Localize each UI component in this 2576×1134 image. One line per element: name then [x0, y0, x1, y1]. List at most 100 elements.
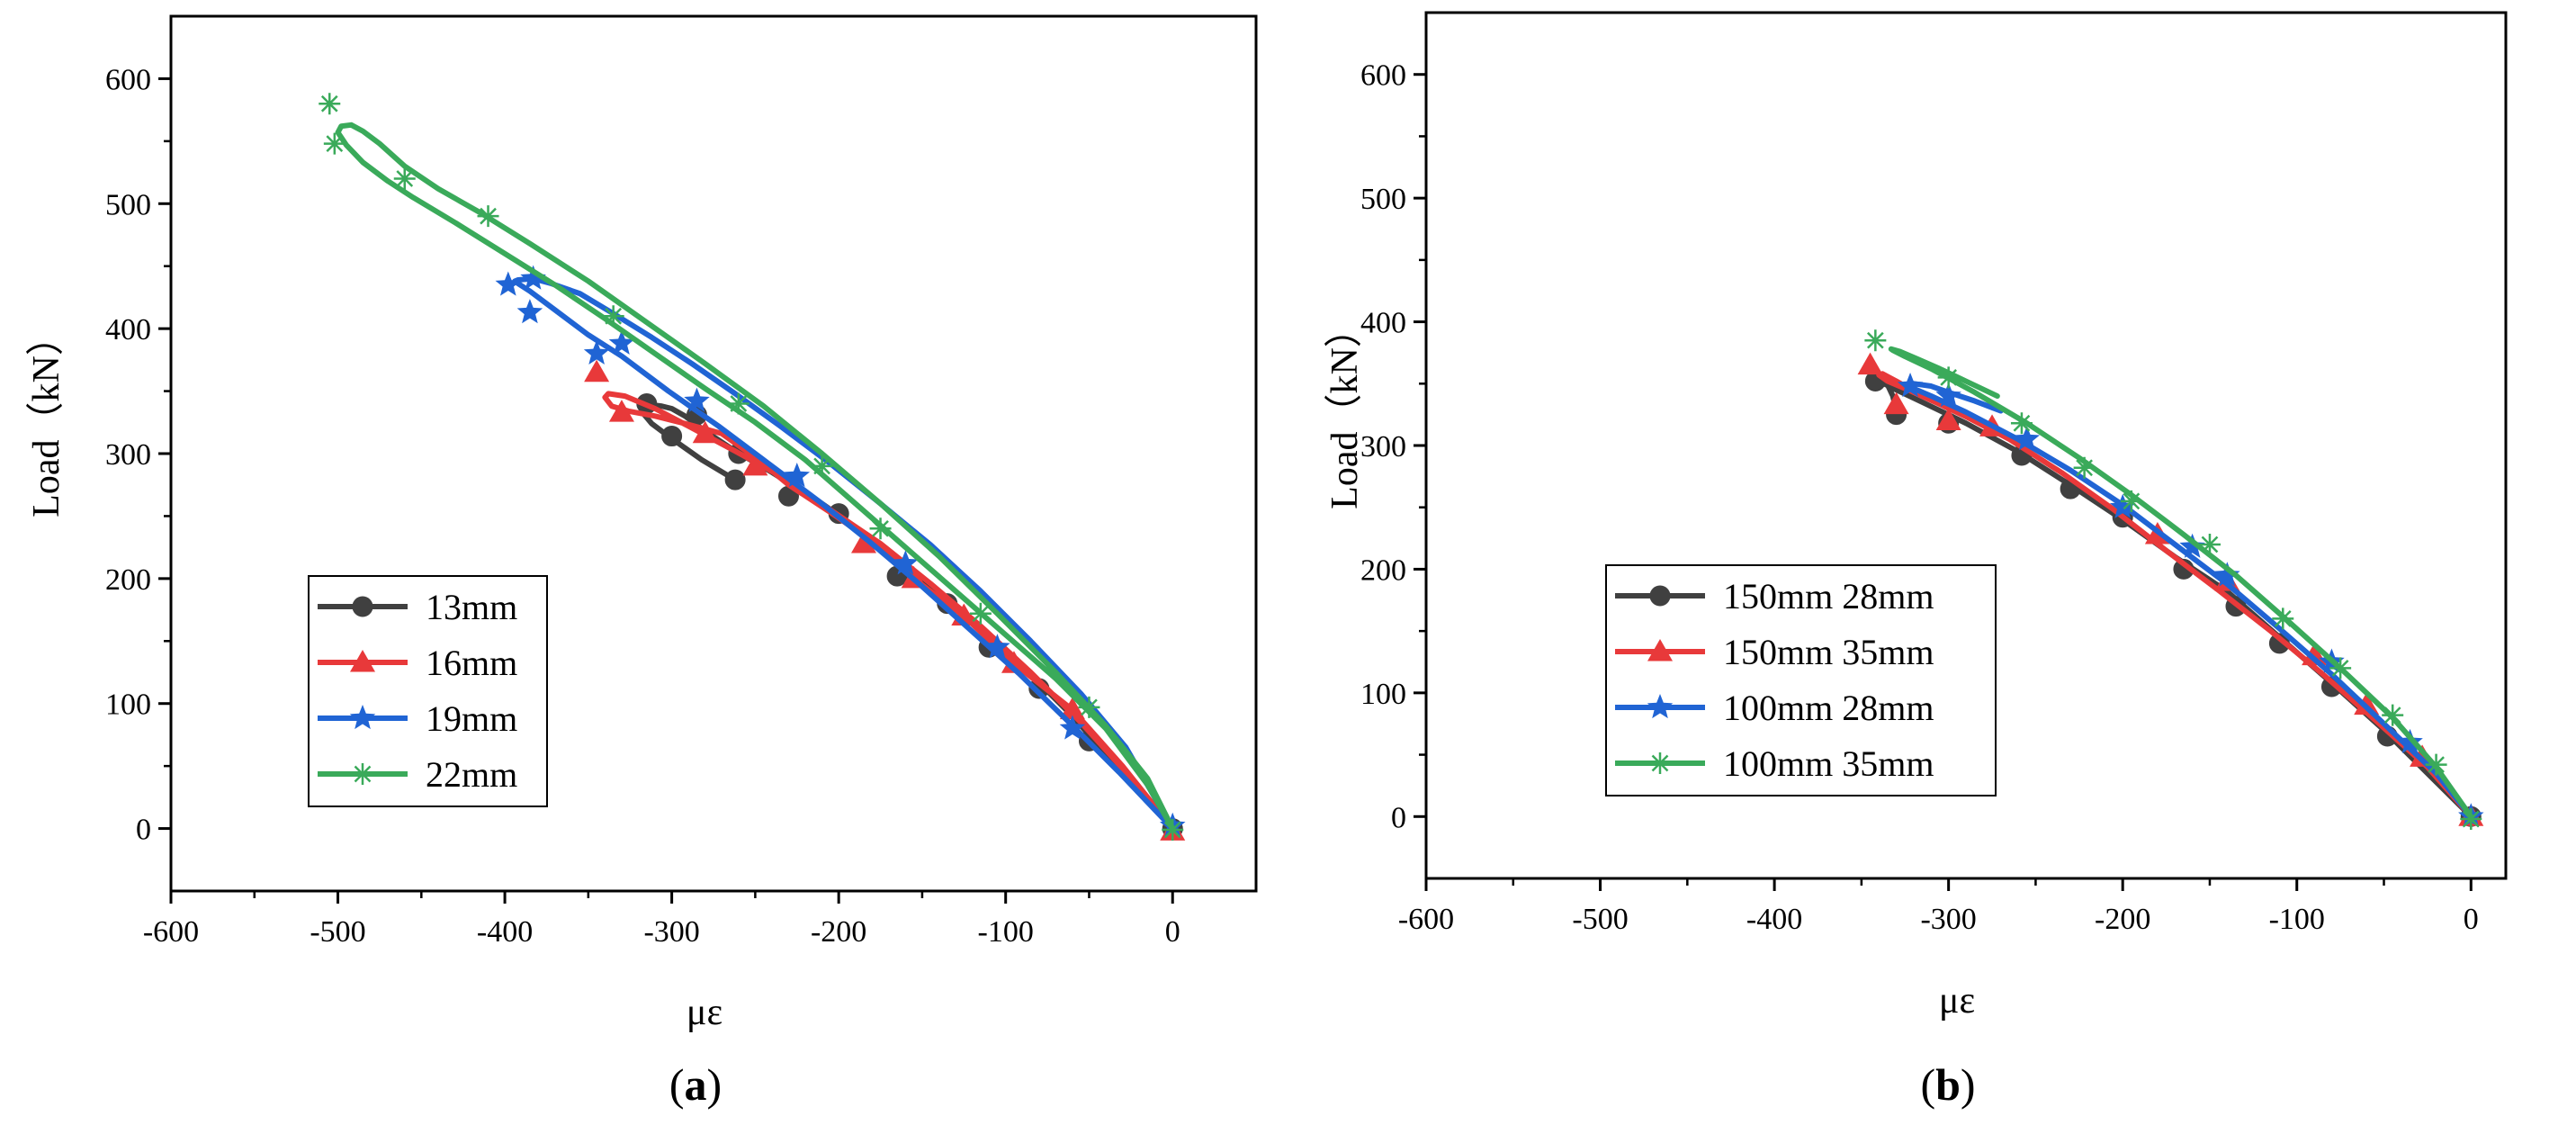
data-point: [727, 392, 749, 415]
legend-label: 100mm 28mm: [1723, 688, 1934, 728]
series-line: [602, 391, 1176, 832]
x-tick-label: -300: [643, 915, 699, 949]
panel-label-letter: a: [685, 1059, 707, 1110]
legend-entry-150mm-35mm: 150mm 35mm: [1615, 632, 1934, 672]
legend-marker: [350, 650, 375, 672]
data-point: [893, 550, 919, 575]
data-point: [2179, 533, 2205, 558]
x-axis-title: με: [687, 992, 723, 1033]
data-point: [495, 271, 522, 296]
legend-entry-19mm: 19mm: [318, 698, 517, 739]
legend-box: [1605, 564, 1997, 796]
data-point: [811, 454, 833, 477]
data-point: [850, 530, 876, 554]
y-tick-label: 400: [1360, 307, 1406, 340]
series-line: [335, 122, 1176, 832]
data-point: [1059, 697, 1085, 720]
data-point: [2214, 562, 2240, 587]
data-point: [2460, 808, 2482, 831]
panel-label-open: (: [669, 1059, 685, 1110]
x-tick-label: -600: [1398, 903, 1454, 936]
data-point: [2425, 753, 2447, 776]
legend-label: 16mm: [426, 643, 517, 683]
legend-marker: [1649, 585, 1671, 607]
y-tick-label: 200: [1360, 554, 1406, 587]
series-line: [641, 401, 1176, 832]
data-point: [1162, 818, 1184, 841]
legend-marker: [352, 596, 373, 617]
data-point: [1001, 651, 1027, 673]
x-tick-label: 0: [1165, 915, 1180, 949]
data-point: [1864, 329, 1887, 352]
legend: 13mm 16mm 19mm 22mm: [308, 575, 548, 807]
legend-entry-100mm-28mm: 100mm 28mm: [1615, 688, 1934, 728]
x-tick-label: -400: [477, 915, 533, 949]
x-axis-title: με: [1939, 980, 1975, 1022]
data-point: [2120, 490, 2142, 512]
legend-label: 19mm: [426, 698, 517, 739]
y-tick-label: 300: [1360, 430, 1406, 464]
data-point: [520, 265, 546, 290]
legend-label: 13mm: [426, 587, 517, 627]
y-tick-label: 0: [136, 814, 151, 847]
y-tick-label: 100: [1360, 678, 1406, 711]
data-point: [1059, 715, 1086, 740]
legend-entry-13mm: 13mm: [318, 587, 517, 627]
y-tick-label: 500: [1360, 183, 1406, 216]
data-point: [2014, 426, 2041, 451]
data-point: [984, 634, 1010, 659]
legend-marker: [1647, 694, 1674, 719]
data-point: [2010, 412, 2033, 435]
series-line: [512, 275, 1176, 832]
data-point: [2302, 643, 2328, 666]
data-point: [477, 205, 499, 228]
x-tick-label: -200: [2095, 903, 2150, 936]
data-point: [692, 420, 718, 444]
data-point: [661, 426, 683, 447]
series-line: [1906, 381, 2474, 820]
data-point: [1935, 382, 1961, 408]
data-point: [1937, 366, 1960, 389]
y-tick-label: 400: [105, 313, 151, 346]
panel-label-open: (: [1920, 1059, 1935, 1110]
panel-label: (a): [669, 1059, 722, 1110]
data-point: [584, 359, 610, 382]
x-tick-label: -200: [811, 915, 866, 949]
legend-label: 150mm 35mm: [1723, 632, 1934, 672]
x-tick-label: -500: [1572, 903, 1628, 936]
x-tick-label: -100: [2269, 903, 2325, 936]
data-point: [2382, 704, 2404, 726]
legend-marker: [1649, 752, 1671, 774]
data-point: [1857, 352, 1883, 375]
legend-label: 100mm 35mm: [1723, 743, 1934, 784]
y-tick-label: 0: [1391, 801, 1406, 834]
data-point: [1935, 408, 1961, 431]
panel-label-close: ): [707, 1059, 723, 1110]
y-axis-title: Load（kN）: [1324, 310, 1366, 509]
legend-entry-150mm-28mm: 150mm 28mm: [1615, 576, 1934, 616]
y-tick-label: 100: [105, 688, 151, 722]
data-point: [1897, 373, 1924, 398]
y-axis-title: Load（kN）: [26, 318, 67, 518]
panel-label-close: ): [1961, 1059, 1976, 1110]
data-point: [319, 93, 341, 115]
legend-entry-16mm: 16mm: [318, 643, 517, 683]
legend-label: 150mm 28mm: [1723, 576, 1934, 616]
data-point: [323, 132, 346, 155]
panel-label: (b): [1920, 1059, 1975, 1110]
data-point: [2198, 533, 2221, 555]
data-point: [684, 387, 710, 412]
series-22mm: [319, 93, 1184, 841]
x-tick-label: -400: [1746, 903, 1802, 936]
x-tick-label: -500: [310, 915, 365, 949]
legend-entry-100mm-35mm: 100mm 35mm: [1615, 743, 1934, 784]
series-line: [1888, 346, 2474, 820]
x-tick-label: 0: [2464, 903, 2479, 936]
legend-marker: [349, 705, 376, 730]
data-point: [724, 469, 746, 490]
legend-entry-22mm: 22mm: [318, 754, 517, 795]
chart-panel-b: -600 -500 -400 -300 -200 -100 0 0 100 200 300 400 50…: [1324, 11, 2508, 1110]
x-tick-label: -300: [1920, 903, 1976, 936]
data-point: [583, 339, 610, 365]
